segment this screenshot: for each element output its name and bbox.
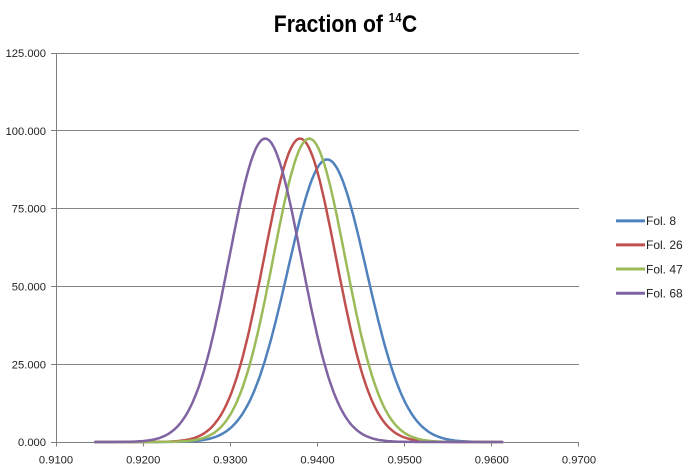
svg-text:0.9300: 0.9300 [213, 454, 247, 466]
svg-text:0.000: 0.000 [18, 437, 46, 449]
svg-text:0.9600: 0.9600 [475, 454, 509, 466]
svg-text:Fol. 8: Fol. 8 [646, 214, 676, 228]
svg-text:75.000: 75.000 [12, 204, 46, 216]
svg-text:100.000: 100.000 [6, 126, 46, 138]
svg-text:0.9100: 0.9100 [39, 454, 73, 466]
svg-text:0.9500: 0.9500 [388, 454, 422, 466]
svg-text:0.9700: 0.9700 [562, 454, 596, 466]
svg-text:Fol. 26: Fol. 26 [646, 238, 683, 252]
svg-text:125.000: 125.000 [6, 48, 46, 60]
svg-text:0.9200: 0.9200 [126, 454, 160, 466]
svg-text:50.000: 50.000 [12, 282, 46, 294]
svg-text:25.000: 25.000 [12, 359, 46, 371]
svg-text:Fol. 47: Fol. 47 [646, 262, 683, 276]
svg-text:Fol. 68: Fol. 68 [646, 287, 683, 301]
svg-text:0.9400: 0.9400 [300, 454, 334, 466]
